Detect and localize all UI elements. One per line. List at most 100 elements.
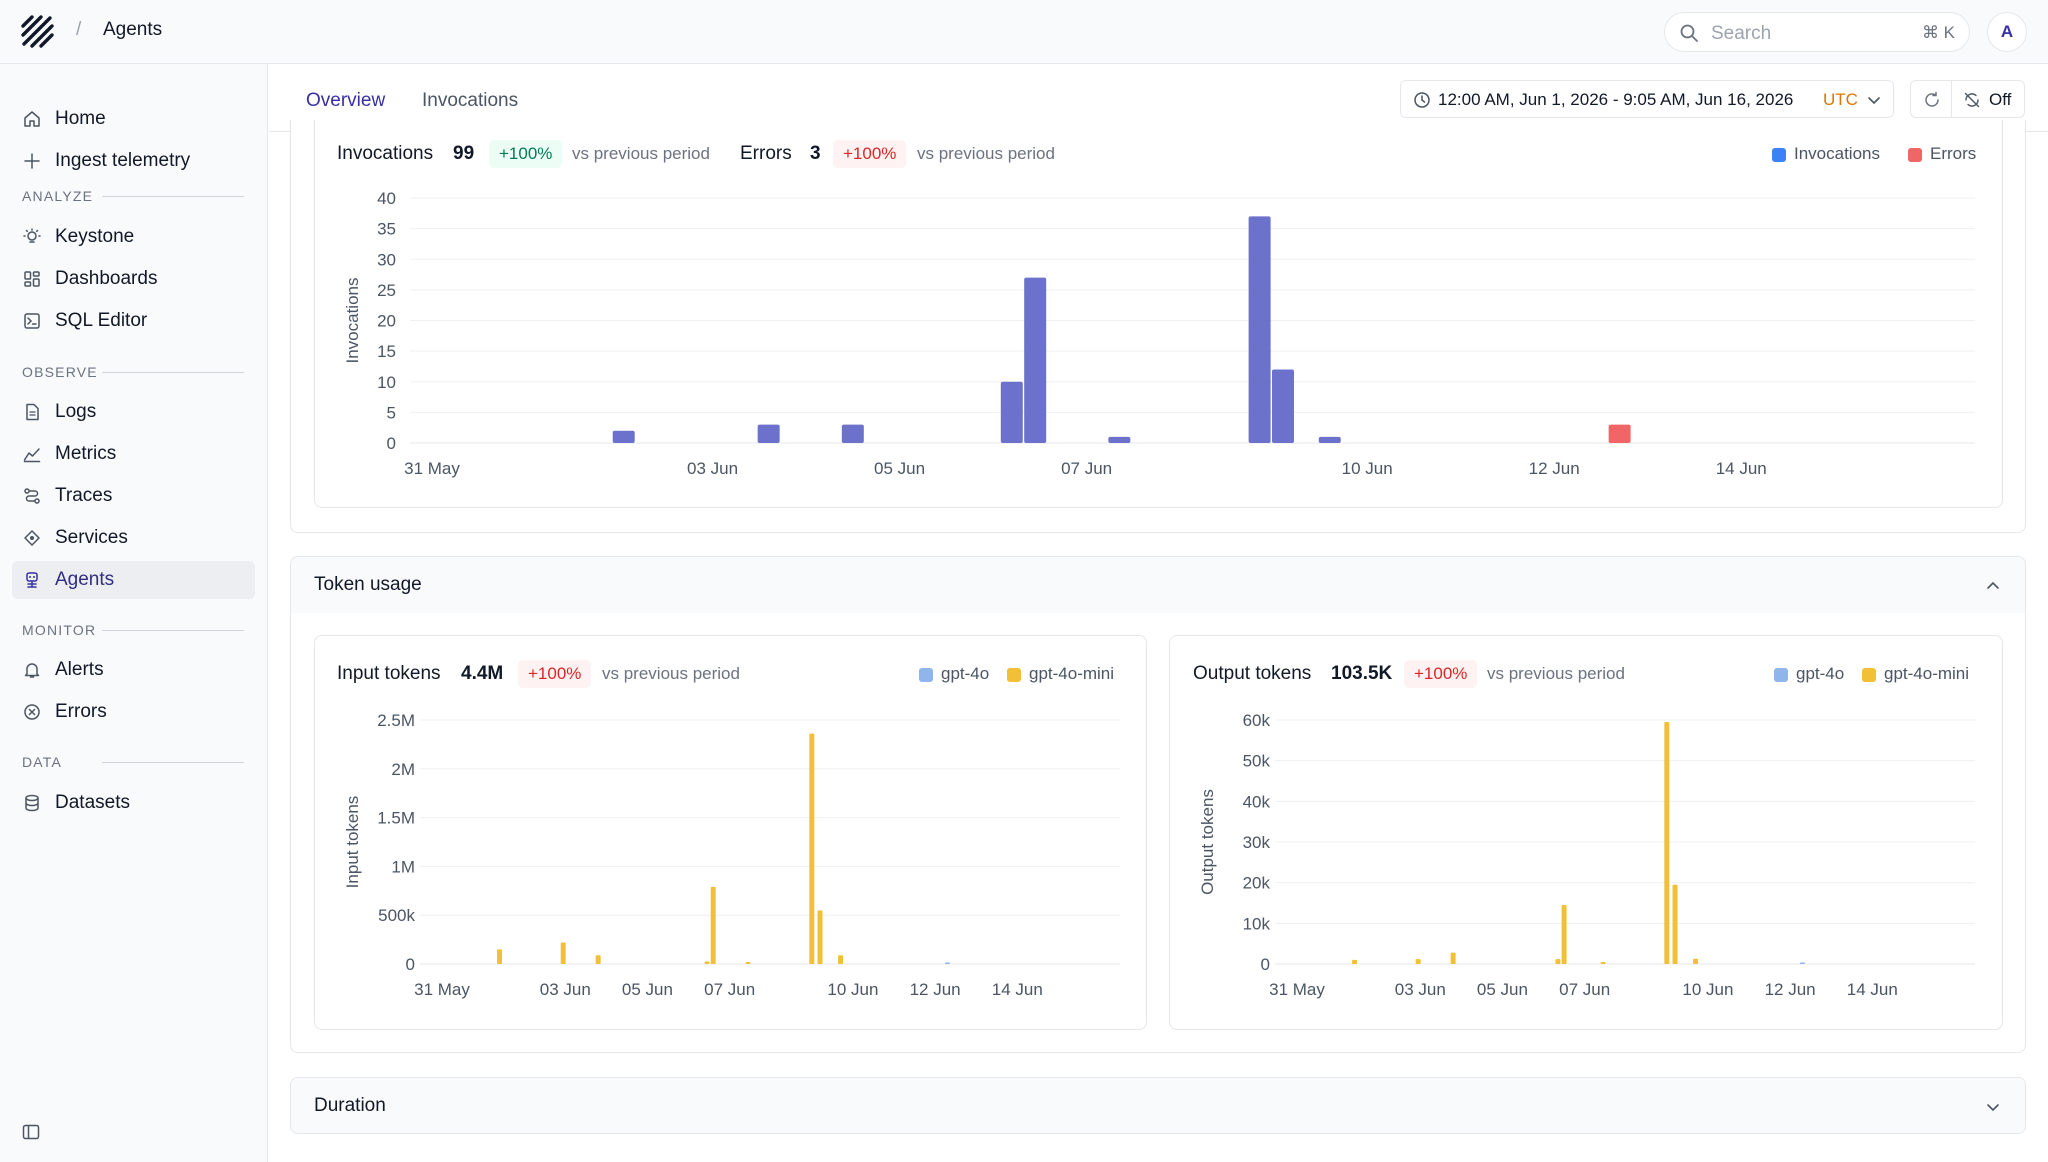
bell-icon <box>24 663 40 678</box>
chart-bar[interactable] <box>838 955 844 964</box>
chart-bar[interactable] <box>1664 722 1670 964</box>
chevron-up-icon[interactable] <box>1985 578 2001 594</box>
chart-bar[interactable] <box>1555 959 1561 964</box>
x-tick-label: 03 Jun <box>540 980 591 999</box>
x-tick-label: 07 Jun <box>1061 459 1112 478</box>
input-tokens-value: 4.4M <box>461 663 504 684</box>
refresh-button[interactable] <box>1910 80 1952 118</box>
sidebar-item-label: Alerts <box>55 659 104 680</box>
y-axis-label: Input tokens <box>343 796 362 889</box>
legend-swatch <box>1774 668 1788 682</box>
chart-bar[interactable] <box>1693 958 1699 964</box>
sidebar-item-alerts[interactable]: Alerts <box>12 651 255 689</box>
legend-gpt-4o-mini[interactable]: gpt-4o-mini <box>1007 664 1127 686</box>
x-tick-label: 05 Jun <box>874 459 925 478</box>
sidebar: Home Ingest telemetry ANALYZE Keystone D… <box>0 64 268 1162</box>
chart-bar[interactable] <box>745 962 751 964</box>
x-tick-label: 12 Jun <box>910 980 961 999</box>
sidebar-item-ingest-telemetry[interactable]: Ingest telemetry <box>12 142 255 180</box>
legend-gpt-4o-mini[interactable]: gpt-4o-mini <box>1862 664 1982 686</box>
top-bar: / Agents Search ⌘ K A <box>0 0 2048 64</box>
sidebar-item-keystone[interactable]: Keystone <box>12 218 255 256</box>
sidebar-item-datasets[interactable]: Datasets <box>12 784 255 822</box>
token-usage-header[interactable]: Token usage <box>291 557 2025 613</box>
sidebar-item-metrics[interactable]: Metrics <box>12 435 255 473</box>
sidebar-item-sql-editor[interactable]: SQL Editor <box>12 302 255 340</box>
duration-section[interactable]: Duration <box>290 1077 2026 1134</box>
app-logo-icon[interactable] <box>20 14 56 50</box>
chart-bar[interactable] <box>1415 959 1421 964</box>
legend-label: gpt-4o-mini <box>1029 664 1115 683</box>
chart-bar[interactable] <box>1672 884 1678 964</box>
sidebar-item-services[interactable]: Services <box>12 519 255 557</box>
input-tokens-title: Input tokens <box>337 663 441 684</box>
sidebar-collapse-icon[interactable] <box>22 1123 40 1141</box>
chart-bar[interactable] <box>1608 424 1631 443</box>
input-tokens-change-badge: +100% <box>518 660 592 688</box>
sidebar-item-home[interactable]: Home <box>12 100 255 138</box>
invocations-stat-value: 99 <box>453 143 475 164</box>
auto-refresh-button[interactable]: Off <box>1951 80 2025 118</box>
token-usage-section: Token usage <box>290 556 2026 1053</box>
sidebar-item-agents[interactable]: Agents <box>12 561 255 599</box>
sidebar-item-label: Traces <box>55 485 113 506</box>
sidebar-item-errors[interactable]: Errors <box>12 693 255 731</box>
chart-bar[interactable] <box>1271 369 1294 444</box>
search-bar[interactable]: Search ⌘ K <box>1664 12 1970 52</box>
breadcrumb-current-page: Agents <box>103 19 163 40</box>
chart-bar[interactable] <box>710 886 716 964</box>
y-tick-label: 2.5M <box>377 711 415 730</box>
sidebar-item-dashboards[interactable]: Dashboards <box>12 260 255 298</box>
bot-icon <box>26 572 38 588</box>
legend-gpt-4o[interactable]: gpt-4o <box>919 664 999 686</box>
tab-invocations[interactable]: Invocations <box>422 90 519 111</box>
invocations-stat-title: Invocations <box>337 143 434 164</box>
y-tick-label: 30 <box>377 250 396 269</box>
invocations-change-badge: +100% <box>489 140 563 168</box>
errors-stat-value: 3 <box>810 143 821 164</box>
user-avatar[interactable]: A <box>1987 12 2027 52</box>
legend-label: Errors <box>1930 144 1977 163</box>
errors-change-badge: +100% <box>833 140 907 168</box>
chart-bar[interactable] <box>809 733 815 964</box>
legend-errors[interactable]: Errors <box>1908 144 1988 166</box>
chart-bar[interactable] <box>612 430 635 443</box>
duration-header[interactable]: Duration <box>291 1078 2025 1133</box>
tab-overview[interactable]: Overview <box>306 90 386 111</box>
y-tick-label: 20k <box>1243 874 1271 893</box>
chart-bar[interactable] <box>1318 436 1341 443</box>
chart-bar[interactable] <box>1024 277 1047 443</box>
chart-bar[interactable] <box>1450 952 1456 964</box>
sidebar-item-label: Services <box>55 527 128 548</box>
output-tokens-change-badge: +100% <box>1404 660 1478 688</box>
sidebar-item-traces[interactable]: Traces <box>12 477 255 515</box>
chart-bar[interactable] <box>704 961 710 964</box>
chart-bar[interactable] <box>1600 961 1606 964</box>
y-tick-label: 40k <box>1243 792 1271 811</box>
sidebar-item-logs[interactable]: Logs <box>12 393 255 431</box>
x-tick-label: 31 May <box>1269 980 1325 999</box>
invocations-vs-text: vs previous period <box>572 144 710 163</box>
chart-bar[interactable] <box>841 424 864 443</box>
line-chart-icon <box>23 448 41 463</box>
time-range-picker[interactable]: 12:00 AM, Jun 1, 2026 - 9:05 AM, Jun 16,… <box>1400 80 1894 118</box>
legend-swatch <box>919 668 933 682</box>
chart-bar[interactable] <box>817 910 823 964</box>
sidebar-item-label: Agents <box>55 569 115 590</box>
sidebar-section-analyze: ANALYZE <box>22 188 94 204</box>
chart-bar[interactable] <box>1108 436 1131 443</box>
chart-bar[interactable] <box>1000 381 1023 443</box>
chart-bar[interactable] <box>1248 216 1271 443</box>
legend-gpt-4o[interactable]: gpt-4o <box>1774 664 1854 686</box>
chart-bar[interactable] <box>944 962 950 965</box>
legend-invocations[interactable]: Invocations <box>1772 144 1892 166</box>
chart-bar[interactable] <box>757 424 780 443</box>
chart-bar[interactable] <box>560 942 566 964</box>
chevron-down-icon[interactable] <box>1985 1099 2001 1115</box>
chart-bar[interactable] <box>1561 905 1567 964</box>
output-tokens-value: 103.5K <box>1331 663 1393 684</box>
chart-bar[interactable] <box>497 949 503 964</box>
chart-bar[interactable] <box>1352 959 1358 964</box>
chart-bar[interactable] <box>1799 962 1805 965</box>
chart-bar[interactable] <box>595 955 601 964</box>
